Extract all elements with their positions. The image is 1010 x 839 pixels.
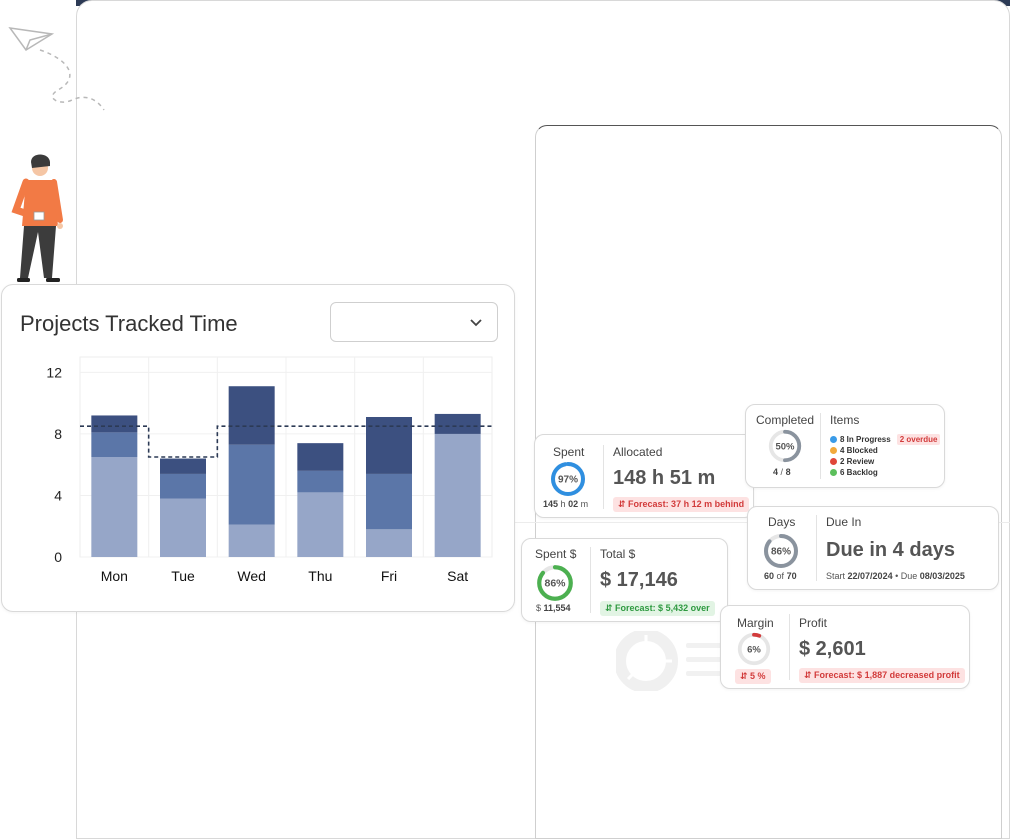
margin-change-badge: ⇵ 5 % xyxy=(735,669,771,684)
bar-segment xyxy=(297,470,344,493)
bar-segment xyxy=(160,498,206,557)
allocated-label: Allocated xyxy=(613,445,663,459)
bar-segment xyxy=(228,444,275,525)
items-status-row: 4 Blocked xyxy=(830,445,940,456)
y-tick-label: 8 xyxy=(54,426,62,442)
ring-percent-label: 97% xyxy=(558,475,578,486)
items-label: Items xyxy=(830,413,860,427)
person-icon xyxy=(11,154,63,282)
profit-forecast-badge: ⇵ Forecast: $ 1,887 decreased profit xyxy=(799,668,965,683)
bar-segment xyxy=(434,413,481,434)
items-status-text: 2 Review xyxy=(840,457,875,466)
total-money-label: Total $ xyxy=(600,547,636,561)
completed-card: Completed 50% 4 / 8 Items 8 In Progress 2… xyxy=(745,404,945,488)
bar-segment xyxy=(228,524,275,557)
bar-segment xyxy=(366,529,412,557)
items-status-list: 8 In Progress 2 overdue 4 Blocked 2 Review 6… xyxy=(830,434,941,478)
items-status-text: 6 Backlog xyxy=(840,468,878,477)
ring-progress xyxy=(537,565,573,601)
bar-segment xyxy=(366,473,412,530)
projects-tracked-time-card: Projects Tracked Time 12 8 4 0 Mon Tue Wed Thu F… xyxy=(1,284,515,612)
x-tick-label: Wed xyxy=(237,568,266,584)
ring-percent-label: 50% xyxy=(775,441,795,452)
margin-label: Margin xyxy=(737,616,774,630)
days-progress-ring: 86% xyxy=(764,534,798,568)
ring-progress xyxy=(764,534,798,568)
y-tick-label: 12 xyxy=(46,364,62,380)
threshold-line xyxy=(80,425,492,458)
x-tick-label: Thu xyxy=(308,568,332,584)
person-with-paper-plane-illustration xyxy=(8,27,105,282)
bar-segment xyxy=(297,492,344,557)
bar-segment xyxy=(91,415,138,433)
x-tick-label: Tue xyxy=(171,568,195,584)
total-money-value: $ 17,146 xyxy=(600,569,678,591)
bar-segment xyxy=(160,458,206,474)
spent-money-card: Spent $ 86% $ 11,554 Total $ $ 17,146 ⇵ … xyxy=(521,538,728,622)
bar-segment xyxy=(91,457,138,557)
ring-percent-label: 86% xyxy=(544,578,566,590)
stacked-bar-chart: 12 8 4 0 Mon Tue Wed Thu Fri Sat xyxy=(46,356,493,584)
items-status-row: 8 In Progress 2 overdue xyxy=(830,434,941,445)
separator xyxy=(789,614,790,680)
spent-card: Spent 97% 145 h 02 m Allocated 148 h 51 … xyxy=(534,434,754,518)
overdue-badge: 2 overdue xyxy=(896,434,941,445)
completed-sub: 4 / 8 xyxy=(773,467,791,477)
ring-progress xyxy=(737,632,771,666)
completed-progress-ring: 50% xyxy=(768,429,802,463)
items-status-text: 4 Blocked xyxy=(840,446,878,455)
ring-progress xyxy=(551,462,585,496)
bar-segment xyxy=(228,386,275,445)
y-tick-label: 0 xyxy=(54,549,62,565)
y-tick-label: 4 xyxy=(54,487,62,503)
chevron-down-icon xyxy=(470,319,482,327)
days-sub: 60 of 70 xyxy=(764,571,797,581)
status-dot-icon xyxy=(830,469,837,476)
allocated-forecast-badge: ⇵ Forecast: 37 h 12 m behind xyxy=(613,497,750,512)
ring-progress xyxy=(768,429,802,463)
ring-percent-label: 86% xyxy=(771,547,791,558)
spent-money-sub: $ 11,554 xyxy=(536,603,571,613)
spent-money-label: Spent $ xyxy=(535,547,577,561)
margin-progress-ring: 6% xyxy=(737,632,771,666)
separator xyxy=(820,413,821,479)
spent-label: Spent xyxy=(553,445,585,459)
days-card: Days 86% 60 of 70 Due In Due in 4 days S… xyxy=(747,506,999,590)
due-in-value: Due in 4 days xyxy=(826,539,955,561)
separator xyxy=(590,547,591,613)
status-dot-icon xyxy=(830,458,837,465)
spent-money-forecast-badge: ⇵ Forecast: $ 5,432 over xyxy=(600,601,715,616)
paper-plane-icon xyxy=(8,27,105,111)
x-tick-label: Fri xyxy=(381,568,397,584)
x-tick-label: Mon xyxy=(101,568,128,584)
due-in-label: Due In xyxy=(826,515,862,529)
chart-title: Projects Tracked Time xyxy=(20,311,238,336)
items-status-text: 8 In Progress xyxy=(840,435,891,444)
bar-segment xyxy=(160,473,206,499)
status-dot-icon xyxy=(830,447,837,454)
date-range: Start 22/07/2024 • Due 08/03/2025 xyxy=(826,571,965,581)
spent-progress-ring: 97% xyxy=(551,462,585,496)
chart-project-select[interactable] xyxy=(330,302,498,342)
allocated-value: 148 h 51 m xyxy=(613,467,716,489)
spent-money-progress-ring: 86% xyxy=(537,565,573,601)
profit-label: Profit xyxy=(799,616,828,630)
items-status-row: 2 Review xyxy=(830,456,940,467)
bar-segment xyxy=(297,443,344,471)
ring-percent-label: 6% xyxy=(747,644,761,655)
bar-segment xyxy=(91,432,138,457)
items-status-row: 6 Backlog xyxy=(830,467,940,478)
margin-card: Margin 6% ⇵ 5 % Profit $ 2,601 ⇵ Forecas… xyxy=(720,605,970,689)
separator xyxy=(603,445,604,509)
bar-segment xyxy=(434,433,481,557)
spent-hours-sub: 145 h 02 m xyxy=(543,499,589,509)
separator xyxy=(816,515,817,581)
status-dot-icon xyxy=(830,436,837,443)
completed-label: Completed xyxy=(756,413,815,427)
x-tick-label: Sat xyxy=(447,568,468,584)
profit-value: $ 2,601 xyxy=(799,638,866,660)
days-label: Days xyxy=(768,515,796,529)
